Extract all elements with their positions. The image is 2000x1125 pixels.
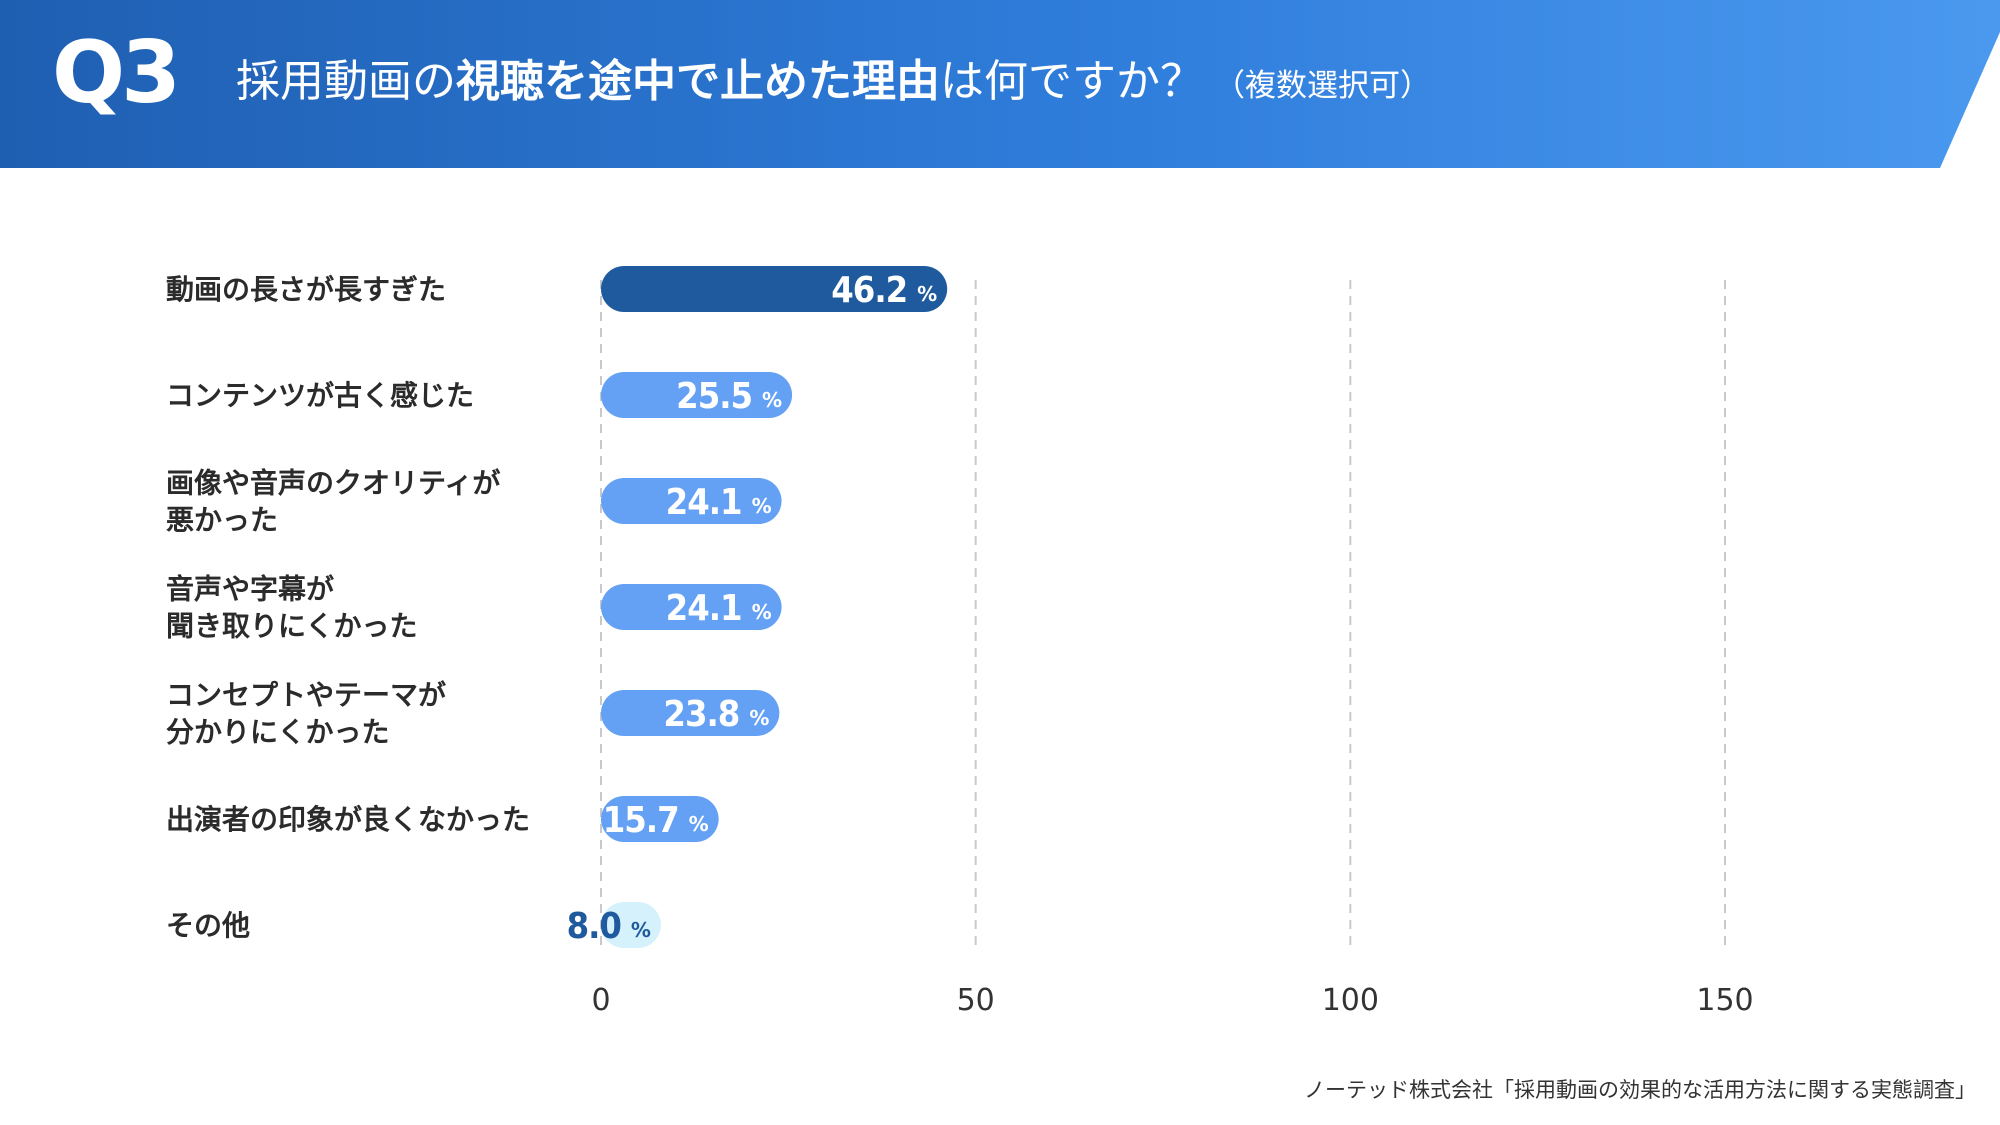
title-part-3: は何ですか？ — [940, 56, 1204, 107]
bar — [601, 478, 782, 524]
question-title: 採用動画の視聴を途中で止めた理由は何ですか？ （複数選択可） — [236, 56, 1431, 107]
bar — [601, 266, 948, 312]
bar — [601, 690, 780, 736]
category-label: コンセプトやテーマが — [166, 679, 446, 712]
value-unit: % — [631, 918, 651, 942]
category-label: 分かりにくかった — [166, 716, 389, 749]
value-unit: % — [752, 494, 772, 518]
title-note: （複数選択可） — [1214, 68, 1431, 104]
bar — [601, 796, 719, 842]
category-label: その他 — [166, 909, 250, 942]
value-label: 46.2 — [831, 270, 907, 311]
bar — [601, 372, 793, 418]
value-label: 24.1 — [666, 588, 742, 629]
x-tick-label: 100 — [1322, 983, 1379, 1018]
value-unit: % — [917, 282, 937, 306]
title-part-2: 視聴を途中で止めた理由 — [456, 56, 940, 107]
value-unit: % — [762, 388, 782, 412]
x-tick-label: 150 — [1696, 983, 1753, 1018]
value-label: 25.5 — [676, 376, 752, 417]
value-unit: % — [752, 600, 772, 624]
category-label: 画像や音声のクオリティが — [166, 467, 500, 500]
value-unit: % — [749, 706, 769, 730]
value-label: 24.1 — [666, 482, 742, 523]
category-label: 動画の長さが長すぎた — [166, 273, 446, 306]
bar — [601, 584, 782, 630]
category-label: 聞き取りにくかった — [166, 610, 417, 643]
value-unit: % — [689, 812, 709, 836]
category-label: 悪かった — [166, 504, 278, 537]
source-note: ノーテッド株式会社「採用動画の効果的な活用方法に関する実態調査」 — [1304, 1078, 1976, 1102]
value-label: 23.8 — [663, 694, 739, 735]
title-part-1: 採用動画の — [236, 56, 456, 107]
bar — [601, 902, 661, 948]
value-label: 15.7 — [603, 800, 679, 841]
category-label: 音声や字幕が — [166, 573, 334, 606]
question-number: Q3 — [52, 23, 181, 123]
header-banner — [0, 0, 2000, 168]
category-label: コンテンツが古く感じた — [166, 379, 474, 412]
x-tick-label: 50 — [957, 983, 995, 1018]
category-label: 出演者の印象が良くなかった — [166, 803, 530, 836]
x-tick-label: 0 — [591, 983, 610, 1018]
value-label: 8.0 — [567, 906, 621, 947]
